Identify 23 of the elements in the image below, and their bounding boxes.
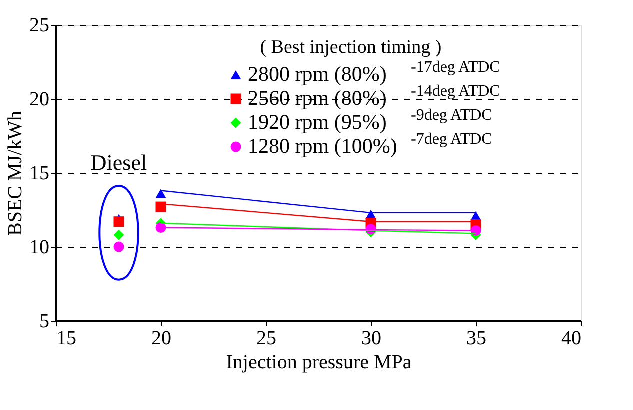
annotation: -7deg ATDC [411,131,492,148]
x-axis-title: Injection pressure MPa [226,352,412,374]
y-axis-title: BSEC MJ/kWh [4,110,26,236]
y-tick-label: 15 [30,162,50,184]
annotation: -9deg ATDC [411,107,492,124]
legend-label: 2800 rpm (80%) [248,62,387,86]
annotation: -17deg ATDC [411,59,500,76]
annotation: Diesel [90,150,148,175]
legend-label: 2560 rpm (80%) [248,86,387,110]
annotation: -14deg ATDC [411,83,500,100]
x-tick-label: 20 [152,328,172,350]
x-tick-label: 25 [256,328,276,350]
legend-label: 1280 rpm (100%) [248,134,398,158]
legend-label: 1920 rpm (95%) [248,110,387,134]
y-tick-label: 20 [30,88,50,110]
y-tick-label: 25 [30,14,50,36]
x-tick-label: 40 [562,328,582,350]
x-tick-label: 30 [362,328,382,350]
legend-title: ( Best injection timing ) [260,37,442,58]
y-tick-label: 5 [40,310,50,332]
x-tick-label: 35 [466,328,486,350]
x-tick-label: 15 [56,328,76,350]
y-tick-label: 10 [30,236,50,258]
